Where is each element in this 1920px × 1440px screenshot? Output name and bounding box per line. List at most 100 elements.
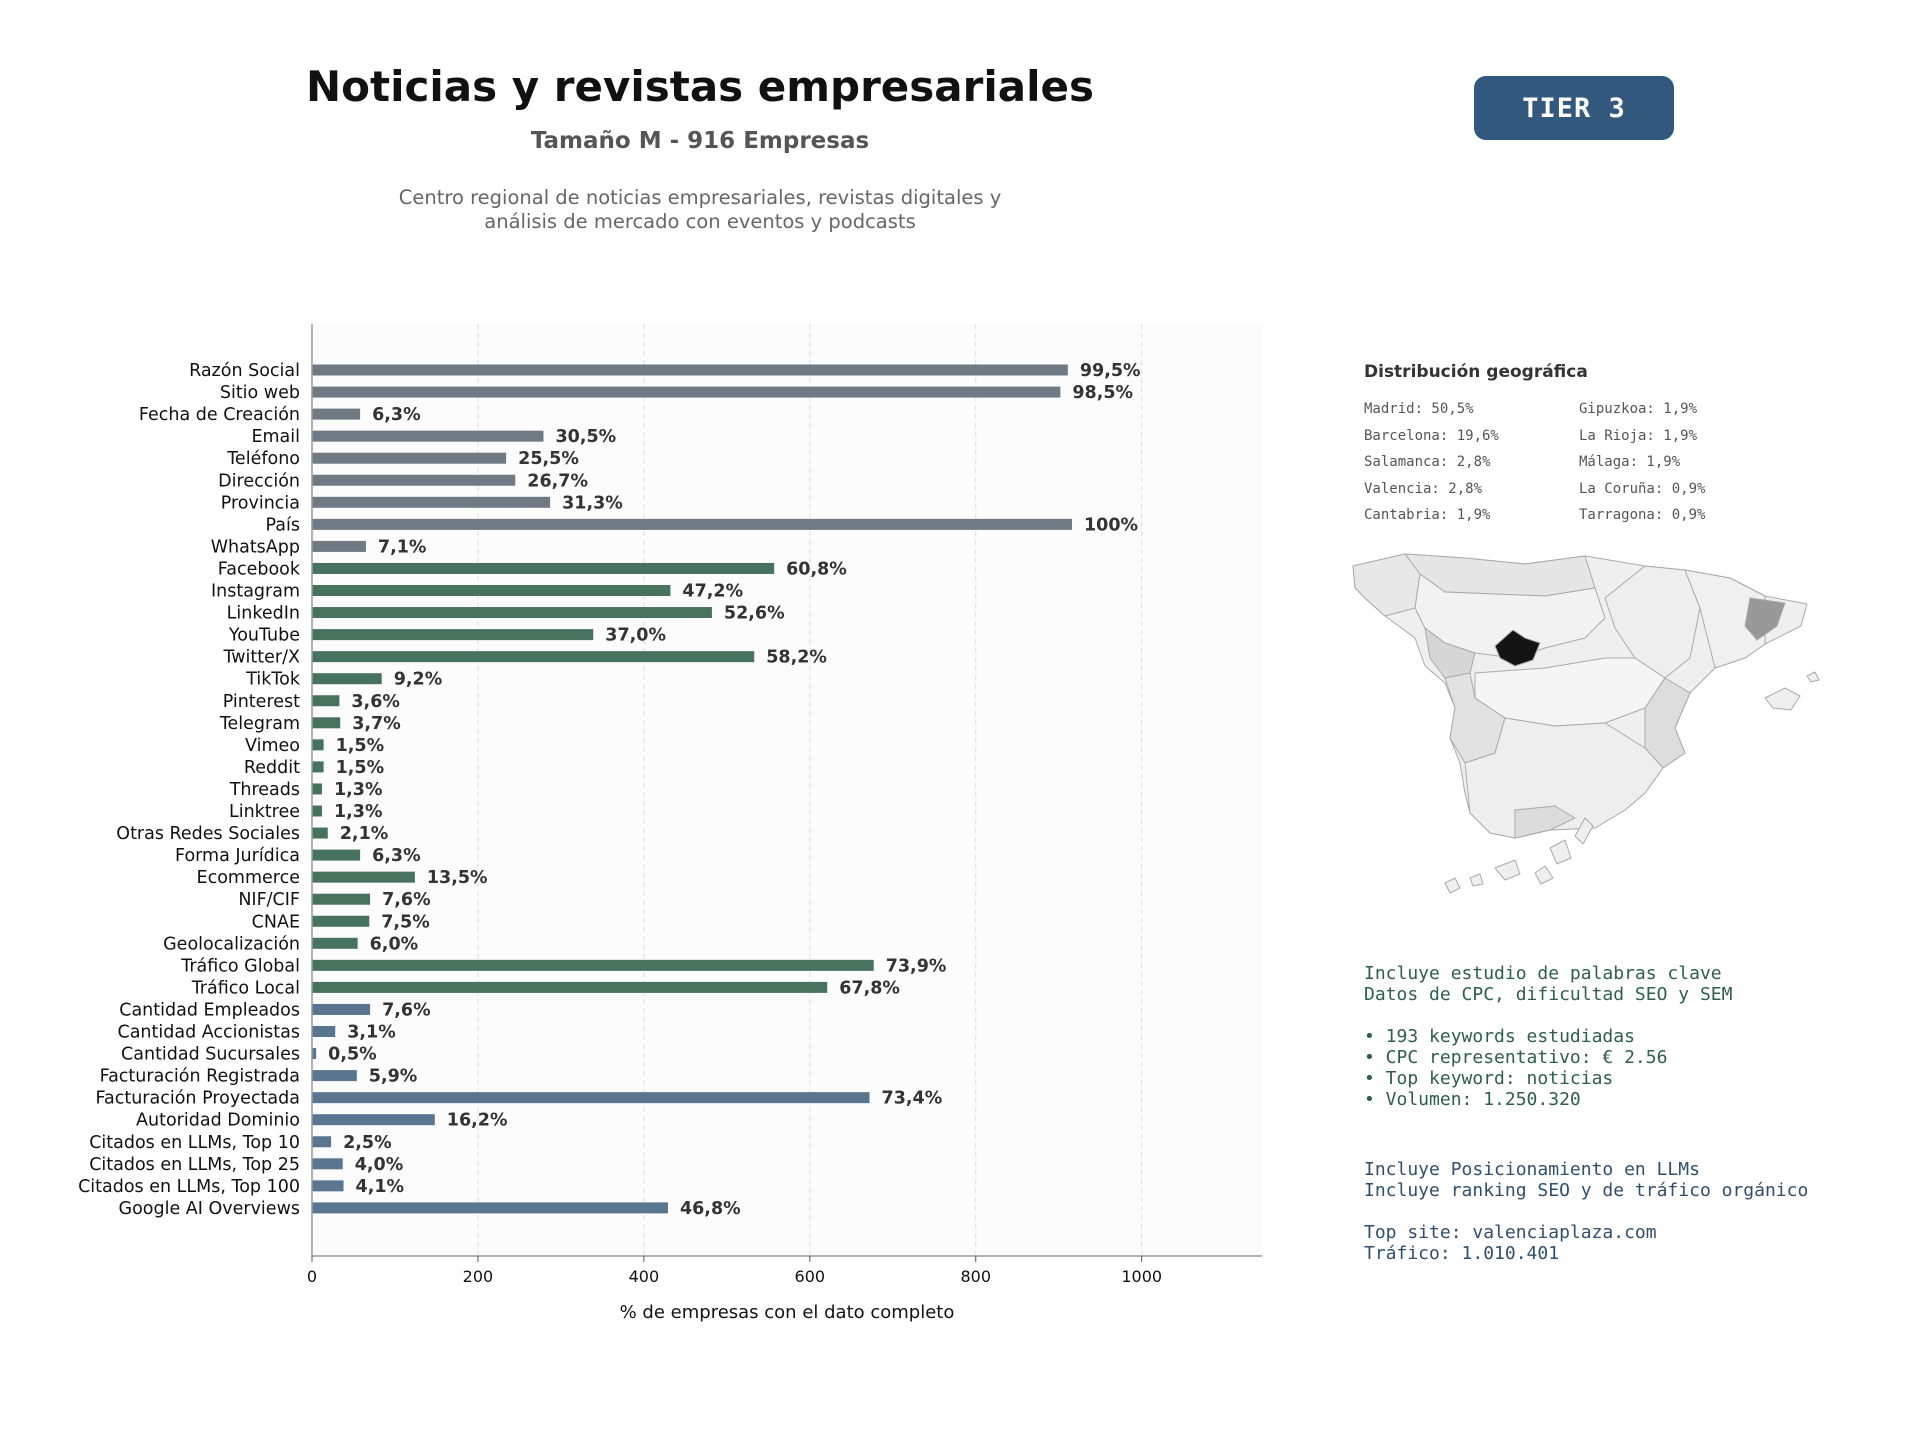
x-tick-label: 800 [960, 1267, 991, 1286]
category-label: Facebook [218, 559, 301, 579]
x-tick-label: 1000 [1121, 1267, 1162, 1286]
geo-item: Cantabria: 1,9% [1364, 507, 1491, 523]
bar [312, 1070, 357, 1082]
bar [312, 739, 324, 751]
bar [312, 1003, 371, 1015]
keywords-bullet-3: • Top keyword: noticias [1364, 1068, 1614, 1089]
bar [312, 452, 507, 464]
value-label: 7,6% [382, 890, 431, 910]
category-label: Email [251, 427, 300, 447]
category-label: Google AI Overviews [119, 1199, 300, 1219]
x-tick-label: 600 [795, 1267, 826, 1286]
bar [312, 386, 1061, 398]
category-label: Cantidad Accionistas [117, 1023, 300, 1043]
description-line-1: Centro regional de noticias empresariale… [398, 186, 1002, 209]
value-label: 46,8% [680, 1199, 741, 1219]
category-label: NIF/CIF [238, 890, 300, 910]
category-label: Citados en LLMs, Top 100 [78, 1177, 300, 1197]
category-label: Cantidad Empleados [119, 1000, 300, 1020]
category-label: Otras Redes Sociales [116, 824, 300, 844]
value-label: 5,9% [369, 1067, 418, 1087]
bar [312, 364, 1068, 376]
value-label: 0,5% [328, 1045, 377, 1065]
value-label: 9,2% [394, 670, 443, 690]
value-label: 4,0% [355, 1155, 404, 1175]
region-barcelona [1744, 597, 1786, 641]
value-label: 60,8% [786, 559, 847, 579]
category-label: Instagram [211, 582, 300, 602]
value-label: 73,4% [882, 1089, 943, 1109]
x-axis-label: % de empresas con el dato completo [620, 1302, 955, 1323]
category-label: Telegram [219, 714, 300, 734]
category-label: Forma Jurídica [175, 846, 300, 866]
category-label: Provincia [221, 493, 300, 513]
llm-line-1: Incluye Posicionamiento en LLMs [1364, 1159, 1700, 1180]
bar [312, 1180, 344, 1192]
geo-item: La Coruña: 0,9% [1579, 480, 1706, 497]
value-label: 16,2% [447, 1111, 508, 1131]
bar [312, 783, 322, 795]
bar [312, 1158, 343, 1170]
category-label: Tráfico Global [180, 956, 300, 976]
geo-item: Madrid: 50,5% [1364, 401, 1474, 417]
bar [312, 959, 874, 971]
category-label: Autoridad Dominio [136, 1111, 300, 1131]
geo-item: Barcelona: 19,6% [1364, 427, 1499, 444]
category-label: WhatsApp [211, 537, 300, 557]
category-label: Citados en LLMs, Top 10 [89, 1133, 300, 1153]
category-label: Twitter/X [222, 648, 300, 668]
tier-badge: TIER 3 [1474, 76, 1674, 140]
keywords-line-2: Datos de CPC, dificultad SEO y SEM [1364, 984, 1733, 1005]
bar [312, 651, 755, 663]
x-tick-label: 0 [307, 1267, 317, 1286]
bar [312, 585, 671, 596]
bar [312, 717, 341, 729]
category-label: Citados en LLMs, Top 25 [89, 1155, 300, 1175]
geo-item: Málaga: 1,9% [1579, 454, 1681, 470]
bar [312, 761, 324, 773]
page-description: Centro regional de noticias empresariale… [0, 186, 1400, 234]
category-label: País [266, 515, 300, 535]
value-label: 3,6% [351, 692, 400, 712]
bar [312, 474, 516, 486]
category-label: Teléfono [226, 449, 300, 469]
bars-group [312, 364, 1072, 1214]
bar [312, 1114, 435, 1126]
region-catalonia-east [1684, 569, 1766, 669]
geo-item: Valencia: 2,8% [1364, 480, 1483, 497]
llm-line-2: Incluye ranking SEO y de tráfico orgánic… [1364, 1180, 1809, 1201]
bar [312, 496, 551, 508]
description-line-2: análisis de mercado con eventos y podcas… [484, 210, 916, 233]
value-label: 1,3% [334, 802, 383, 822]
value-label: 67,8% [839, 978, 900, 998]
category-label: TikTok [245, 670, 301, 690]
category-label: LinkedIn [227, 604, 300, 624]
x-ticks: 0 200 400 600 800 1000 [307, 1256, 1162, 1286]
value-label: 3,7% [352, 714, 401, 734]
value-label: 99,5% [1080, 361, 1141, 381]
bar [312, 518, 1072, 530]
category-label: Threads [229, 780, 300, 800]
x-tick-label: 200 [463, 1267, 494, 1286]
bar [312, 695, 340, 707]
bar [312, 562, 775, 574]
value-label: 73,9% [886, 956, 947, 976]
bar [312, 1048, 317, 1060]
category-label: Cantidad Sucursales [121, 1045, 300, 1065]
keywords-bullet-2: • CPC representativo: € 2.56 [1364, 1047, 1668, 1068]
bar [312, 540, 366, 552]
value-labels: 99,5%98,5% 6,3% 30,5%25,5%26,7%31,3% 100% 7,… [328, 361, 1140, 1219]
bar [312, 607, 712, 619]
geo-item: Tarragona: 0,9% [1579, 507, 1706, 523]
geo-item: La Rioja: 1,9% [1579, 427, 1698, 444]
category-label: Facturación Registrada [100, 1067, 300, 1087]
value-label: 6,3% [372, 405, 421, 425]
value-label: 37,0% [605, 626, 666, 646]
x-tick-label: 400 [629, 1267, 660, 1286]
category-label: Geolocalización [163, 934, 300, 954]
value-label: 4,1% [356, 1177, 405, 1197]
category-label: CNAE [252, 912, 300, 932]
value-label: 1,5% [336, 736, 385, 756]
